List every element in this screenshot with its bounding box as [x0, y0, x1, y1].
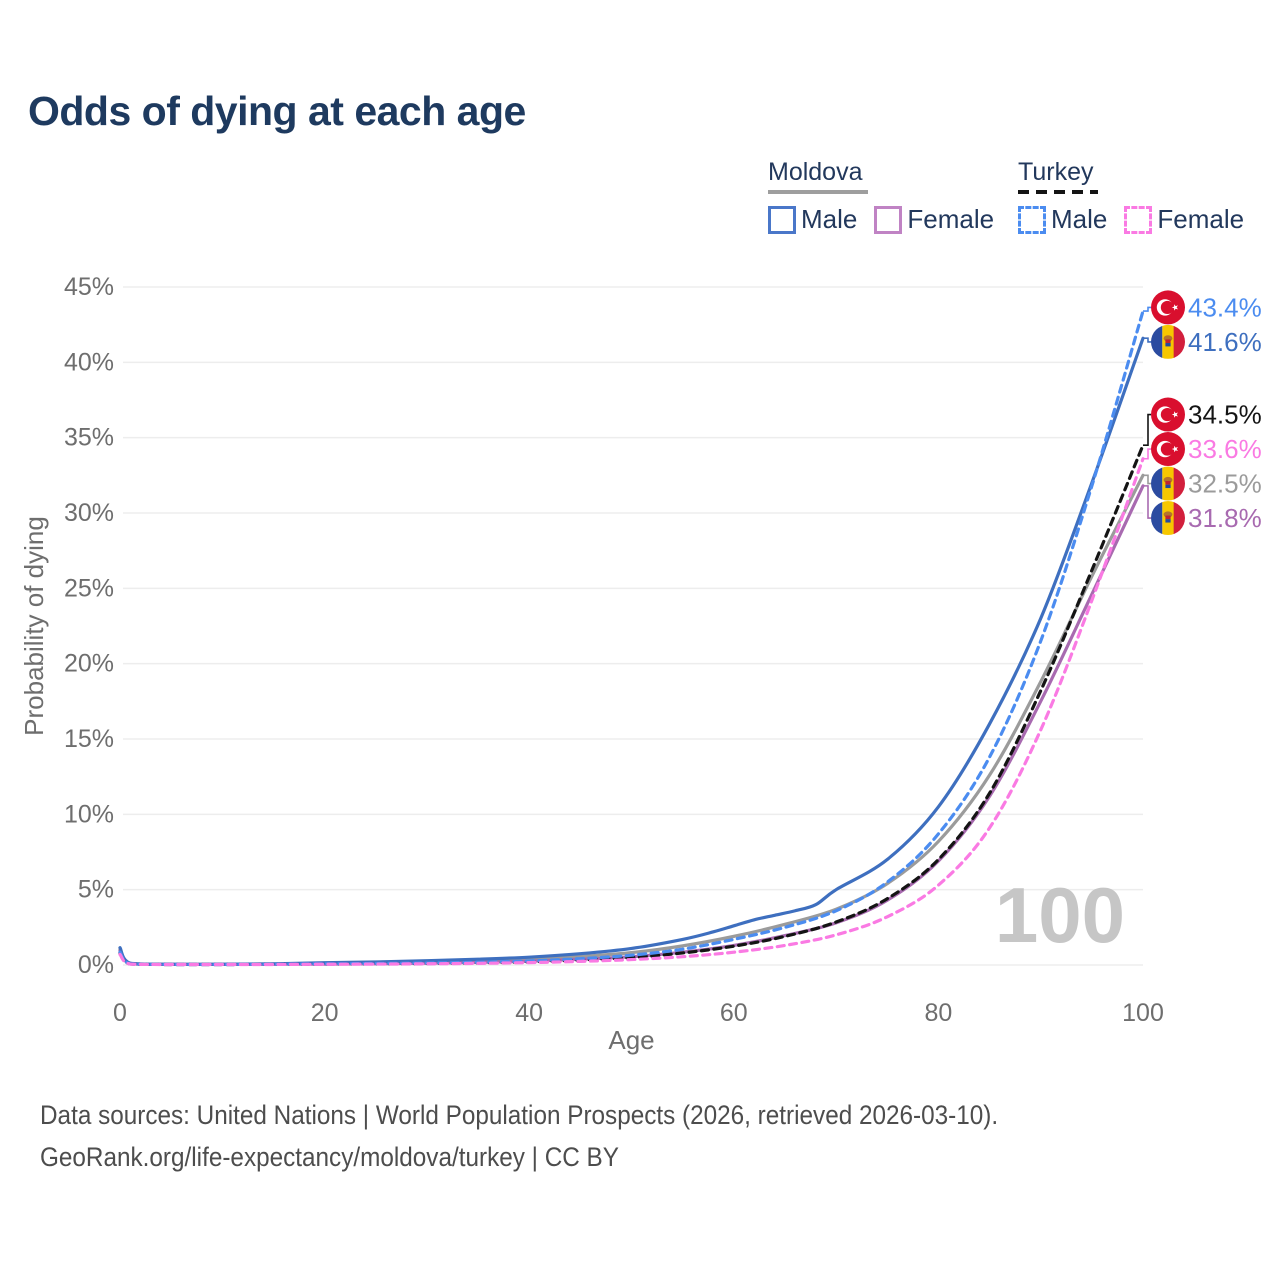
legend-group-turkey: Turkey Male Female [1018, 158, 1261, 235]
series-line-moldova-male [118, 336, 1145, 966]
label-leader-line [1143, 413, 1151, 446]
series-line-turkey-male [118, 309, 1145, 967]
turkey-flag-icon [1151, 397, 1185, 432]
legend-country-turkey: Turkey [1018, 158, 1094, 186]
end-value-label-turkey-female: 33.6% [1188, 434, 1262, 464]
series-line-moldova-both [118, 473, 1145, 966]
series-line-turkey-female [118, 457, 1145, 967]
legend-underline-turkey-dashed-line [1018, 190, 1098, 194]
legend-group-moldova: Moldova Male Female [768, 158, 1011, 235]
x-tick-label: 60 [720, 999, 748, 1027]
series-line-turkey-both [118, 443, 1145, 967]
x-tick-label: 100 [1122, 999, 1164, 1027]
end-value-label-moldova-female: 31.8% [1188, 503, 1262, 533]
y-tick-label: 10% [64, 800, 114, 828]
legend-item-moldova-male[interactable]: Male [768, 204, 857, 235]
moldova-flag-icon [1151, 324, 1185, 359]
legend-label-moldova-male: Male [801, 204, 858, 234]
page-title: Odds of dying at each age [28, 88, 526, 134]
x-tick-label: 80 [924, 999, 952, 1027]
legend-underline-moldova-solid-line [768, 190, 868, 194]
legend-checkbox-turkey-male[interactable] [1018, 205, 1046, 234]
y-tick-label: 45% [64, 273, 114, 301]
moldova-flag-icon [1151, 466, 1185, 501]
y-tick-label: 0% [78, 951, 114, 979]
label-leader-line [1143, 306, 1151, 312]
x-tick-label: 20 [311, 999, 339, 1027]
y-tick-label: 20% [64, 650, 114, 678]
data-sources-text: Data sources: United Nations | World Pop… [40, 1100, 999, 1130]
moldova-flag-icon [1151, 501, 1185, 536]
label-leader-line [1143, 448, 1151, 460]
end-value-label-moldova-both: 32.5% [1188, 469, 1262, 499]
legend-item-turkey-female[interactable]: Female [1124, 204, 1244, 235]
legend-checkbox-turkey-female[interactable] [1124, 205, 1153, 234]
y-tick-label: 30% [64, 499, 114, 527]
end-value-label-moldova-male: 41.6% [1188, 327, 1262, 357]
turkey-flag-icon [1151, 290, 1185, 325]
legend-label-turkey-female: Female [1157, 204, 1245, 234]
y-axis-title: Probability of dying [19, 516, 49, 736]
x-tick-label: 40 [515, 999, 543, 1027]
label-leader-line [1143, 474, 1151, 485]
label-leader-line [1143, 337, 1151, 343]
age-watermark: 100 [995, 871, 1125, 959]
legend-checkbox-moldova-male[interactable] [768, 205, 796, 234]
y-tick-label: 40% [64, 348, 114, 376]
y-tick-label: 15% [64, 725, 114, 753]
label-leader-line [1143, 485, 1151, 519]
x-axis-title: Age [608, 1025, 654, 1055]
turkey-flag-icon [1151, 432, 1185, 467]
y-tick-label: 5% [78, 876, 114, 904]
legend-country-moldova: Moldova [768, 158, 863, 186]
end-value-label-turkey-both: 34.5% [1188, 400, 1262, 430]
legend-item-turkey-male[interactable]: Male [1018, 204, 1107, 235]
attribution-link-text: GeoRank.org/life-expectancy/moldova/turk… [40, 1142, 619, 1172]
end-value-label-turkey-male: 43.4% [1188, 292, 1262, 322]
x-tick-label: 0 [113, 999, 127, 1027]
y-tick-label: 35% [64, 424, 114, 452]
legend-item-moldova-female[interactable]: Female [874, 204, 994, 235]
y-tick-label: 25% [64, 574, 114, 602]
legend-label-moldova-female: Female [907, 204, 995, 234]
legend-checkbox-moldova-female[interactable] [874, 205, 903, 234]
legend-label-turkey-male: Male [1051, 204, 1108, 234]
